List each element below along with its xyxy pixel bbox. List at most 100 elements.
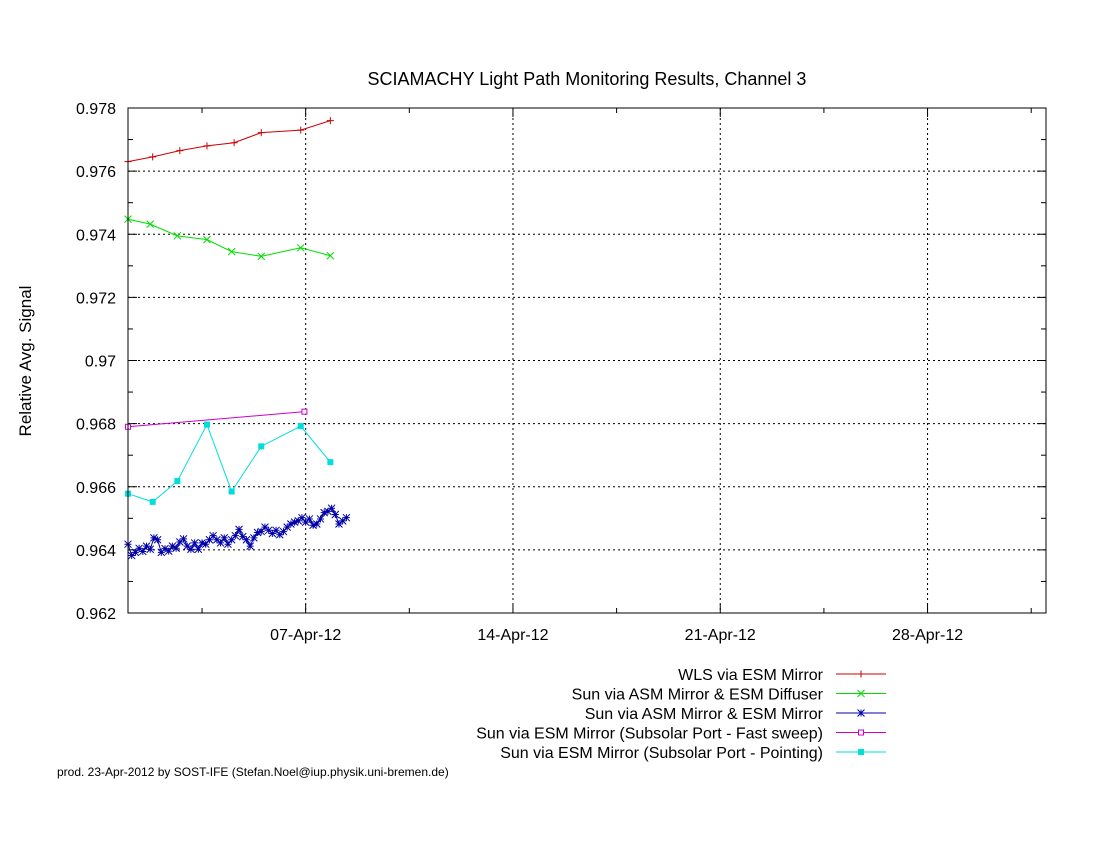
data-point: [161, 544, 169, 553]
series-layer: [124, 117, 351, 560]
ticks-layer: 0.962 0.964 0.966 0.968 0.97 0.972 0.974 0.976 0…: [76, 101, 1046, 644]
data-point: [173, 231, 182, 240]
legend-marker: [857, 709, 865, 717]
legend-label: Sun via ASM Mirror & ESM Mirror: [585, 706, 824, 723]
data-point: [228, 488, 235, 495]
data-point: [305, 515, 314, 523]
x-tick-label: 14-Apr-12: [477, 627, 548, 644]
y-tick-label: 0.968: [76, 417, 116, 434]
data-point: [326, 251, 335, 260]
plot-frame: [127, 107, 1047, 614]
legend-label: Sun via ESM Mirror (Subsolar Port - Fast…: [476, 726, 823, 743]
data-point: [327, 504, 336, 513]
data-point: [246, 542, 255, 550]
data-point: [316, 515, 325, 523]
y-tick-label: 0.964: [76, 543, 116, 560]
data-point: [172, 544, 180, 553]
data-point: [153, 535, 162, 544]
data-point: [205, 535, 214, 544]
legend-entry: Sun via ASM Mirror & ESM Diffuser: [572, 687, 886, 704]
data-point: [287, 520, 295, 528]
data-point: [187, 545, 195, 554]
y-tick-label: 0.978: [76, 101, 116, 118]
data-point: [290, 518, 299, 526]
data-point: [309, 521, 317, 530]
data-point: [297, 126, 305, 134]
legend-entry: Sun via ESM Mirror (Subsolar Port - Fast…: [476, 726, 886, 743]
legend-marker: [858, 729, 864, 736]
data-point: [131, 548, 140, 557]
data-point: [150, 534, 158, 542]
x-tick-label: 07-Apr-12: [270, 627, 341, 644]
chart-title: SCIAMACHY Light Path Monitoring Results,…: [368, 69, 807, 89]
data-point: [168, 542, 177, 550]
y-tick-label: 0.972: [76, 290, 116, 307]
series-1: [124, 117, 334, 166]
data-point: [190, 539, 199, 547]
data-point: [227, 247, 236, 256]
data-point: [331, 510, 340, 519]
y-tick-label: 0.962: [76, 606, 116, 623]
data-point: [258, 443, 265, 450]
data-point: [253, 528, 262, 537]
data-point: [342, 513, 351, 522]
data-point: [201, 540, 210, 549]
data-point: [198, 539, 206, 547]
data-point: [227, 535, 236, 544]
data-point: [326, 117, 334, 125]
y-tick-label: 0.976: [76, 164, 116, 181]
data-point: [146, 545, 155, 554]
data-point: [209, 531, 217, 540]
data-point: [298, 513, 306, 522]
data-point: [231, 531, 240, 540]
data-point: [327, 459, 334, 466]
data-point: [250, 534, 258, 542]
x-tick-label: 28-Apr-12: [892, 627, 963, 644]
data-point: [203, 421, 210, 428]
legend-label: WLS via ESM Mirror: [678, 667, 824, 684]
data-point: [224, 540, 232, 549]
grid-layer: [128, 108, 1046, 613]
y-tick-label: 0.974: [76, 227, 116, 244]
data-point: [297, 423, 304, 430]
data-point: [149, 153, 157, 161]
data-point: [176, 147, 184, 155]
x-tick-label: 21-Apr-12: [685, 627, 756, 644]
series-4: [125, 408, 308, 430]
data-point: [174, 478, 181, 485]
data-point: [203, 142, 211, 150]
data-point: [272, 526, 280, 535]
data-point: [216, 539, 225, 547]
legend-marker: [858, 749, 864, 755]
data-point: [320, 508, 329, 517]
y-tick-label: 0.97: [85, 354, 116, 371]
data-point: [257, 129, 265, 137]
data-point: [157, 548, 166, 557]
legend-marker: [857, 670, 865, 678]
y-axis-label: Relative Avg. Signal: [16, 286, 35, 437]
data-point: [220, 534, 229, 542]
legend-entry: Sun via ASM Mirror & ESM Mirror: [585, 706, 886, 723]
legend-label: Sun via ESM Mirror (Subsolar Port - Poin…: [500, 745, 823, 762]
series-3: [124, 504, 351, 560]
data-point: [296, 243, 305, 252]
series-5: [125, 421, 334, 505]
data-point: [230, 139, 238, 147]
data-point: [164, 547, 173, 555]
data-point: [242, 535, 251, 544]
legend-marker: [857, 689, 865, 698]
legend: WLS via ESM Mirror Sun via ASM Mirror & E…: [476, 667, 886, 762]
legend-label: Sun via ASM Mirror & ESM Diffuser: [572, 687, 824, 704]
data-point: [279, 527, 288, 536]
data-point: [312, 520, 321, 528]
data-point: [257, 527, 266, 536]
data-point: [179, 534, 188, 543]
footer-credit: prod. 23-Apr-2012 by SOST-IFE (Stefan.No…: [57, 765, 449, 779]
legend-entry: Sun via ESM Mirror (Subsolar Port - Poin…: [500, 745, 886, 762]
data-point: [301, 408, 308, 415]
data-point: [138, 547, 147, 556]
data-point: [146, 220, 155, 229]
series-2: [124, 215, 335, 261]
series-line: [127, 120, 331, 163]
